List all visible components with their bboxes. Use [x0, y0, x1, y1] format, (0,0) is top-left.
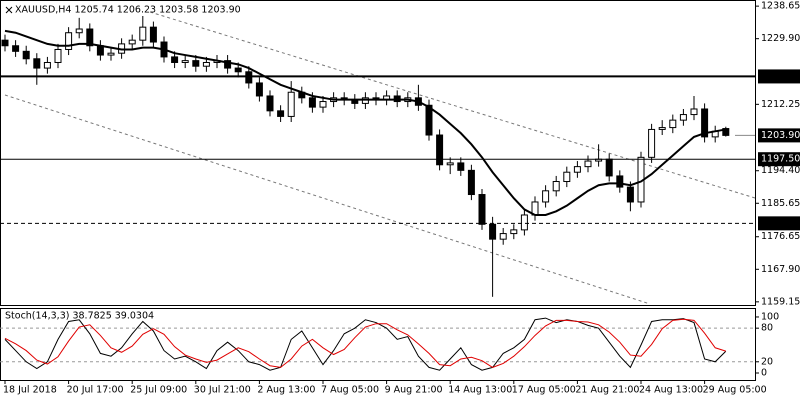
- y-tick-label: 1194.40: [761, 165, 800, 176]
- stoch-title: Stoch(14,3,3) 38.7825 39.0304: [5, 311, 154, 322]
- x-tick-label: 24 Aug 13:00: [639, 385, 703, 396]
- candle-body: [107, 52, 115, 56]
- candle-body: [605, 158, 613, 177]
- price-panel: [0, 0, 756, 306]
- candle-body: [234, 67, 242, 73]
- x-tick-label: 17 Aug 05:00: [512, 385, 576, 396]
- x-tick-label: 29 Aug 05:00: [703, 385, 767, 396]
- y-tick-label: 1159.15: [761, 296, 800, 307]
- candle-body: [616, 175, 624, 188]
- candle-body: [33, 58, 41, 69]
- candle-body: [54, 48, 62, 63]
- candle-body: [75, 28, 83, 34]
- price-label: 1197.50: [761, 154, 800, 165]
- candle-body: [171, 56, 179, 63]
- candle-body: [722, 128, 730, 136]
- moving-average: [4, 29, 726, 216]
- candle-body: [510, 229, 518, 235]
- symbol-icon: [5, 6, 13, 14]
- candle-body: [287, 91, 295, 117]
- x-tick-label: 9 Aug 21:00: [385, 385, 443, 396]
- x-tick-label: 21 Aug 21:00: [575, 385, 639, 396]
- candle-body: [425, 104, 433, 136]
- candle-body: [192, 60, 200, 67]
- candle-body: [22, 50, 30, 60]
- candle-body: [1, 39, 9, 47]
- x-tick-label: 30 Jul 21:00: [194, 385, 251, 396]
- candle-body: [658, 127, 666, 130]
- x-tick-label: 18 Jul 2018: [3, 385, 57, 396]
- candle-body: [446, 162, 454, 166]
- price-label-box: [758, 69, 800, 84]
- candle-body: [457, 162, 465, 171]
- x-tick-label: 2 Aug 13:00: [257, 385, 315, 396]
- y-tick-label: 1229.90: [761, 33, 800, 44]
- candle-body: [308, 97, 316, 108]
- candle-body: [573, 166, 581, 173]
- candle-body: [701, 108, 709, 138]
- candle-body: [86, 28, 94, 47]
- price-label-box: [758, 152, 800, 167]
- candle-body: [277, 110, 285, 117]
- candle-body: [489, 223, 497, 240]
- y-tick-label: 1167.90: [761, 264, 800, 275]
- candle-body: [128, 39, 136, 45]
- candle-body: [224, 60, 232, 69]
- candle-body: [520, 214, 528, 231]
- y-tick-label: 1185.65: [761, 198, 800, 209]
- x-tick-label: 14 Aug 13:00: [448, 385, 512, 396]
- x-tick-label: 20 Jul 17:00: [67, 385, 124, 396]
- candle-body: [679, 114, 687, 121]
- candle-body: [436, 134, 444, 166]
- candle-body: [266, 95, 274, 112]
- candle-body: [690, 108, 698, 116]
- y-tick-label: 1238.65: [761, 1, 800, 12]
- candle-body: [319, 101, 327, 108]
- x-tick-label: 25 Jul 09:00: [130, 385, 187, 396]
- y-tick-label: 1212.25: [761, 99, 800, 110]
- candle-body: [139, 26, 147, 41]
- candle-body: [96, 45, 104, 56]
- candle-body: [563, 171, 571, 183]
- price-label-box: [758, 216, 800, 231]
- candle-body: [65, 32, 73, 50]
- stoch-line: [4, 317, 727, 371]
- candle-body: [255, 82, 263, 97]
- candle-body: [43, 61, 51, 69]
- candle-body: [478, 194, 486, 225]
- chart-title: XAUUSD,H4 1205.74 1206.23 1203.58 1203.9…: [15, 5, 241, 16]
- y-tick-label: 80: [761, 323, 773, 334]
- candle-body: [626, 186, 634, 203]
- y-tick-label: 0: [761, 367, 767, 378]
- stoch-line: [4, 318, 726, 368]
- candle-body: [552, 181, 560, 192]
- candle-body: [467, 169, 475, 196]
- price-label: 1203.90: [761, 130, 800, 141]
- candle-body: [669, 119, 677, 129]
- price-label-box: [758, 128, 800, 143]
- candle-body: [12, 45, 20, 52]
- candle-body: [499, 233, 507, 240]
- candle-body: [584, 160, 592, 168]
- candle-body: [181, 60, 189, 63]
- y-tick-label: 20: [761, 356, 773, 367]
- x-tick-label: 7 Aug 05:00: [321, 385, 379, 396]
- y-tick-label: 1176.65: [761, 231, 800, 242]
- candle-body: [149, 26, 157, 43]
- candle-body: [202, 61, 210, 67]
- candle-body: [648, 128, 656, 158]
- stoch-panel: [0, 308, 756, 381]
- channel-line: [4, 94, 651, 305]
- y-tick-label: 100: [761, 311, 779, 322]
- candle-body: [542, 190, 550, 203]
